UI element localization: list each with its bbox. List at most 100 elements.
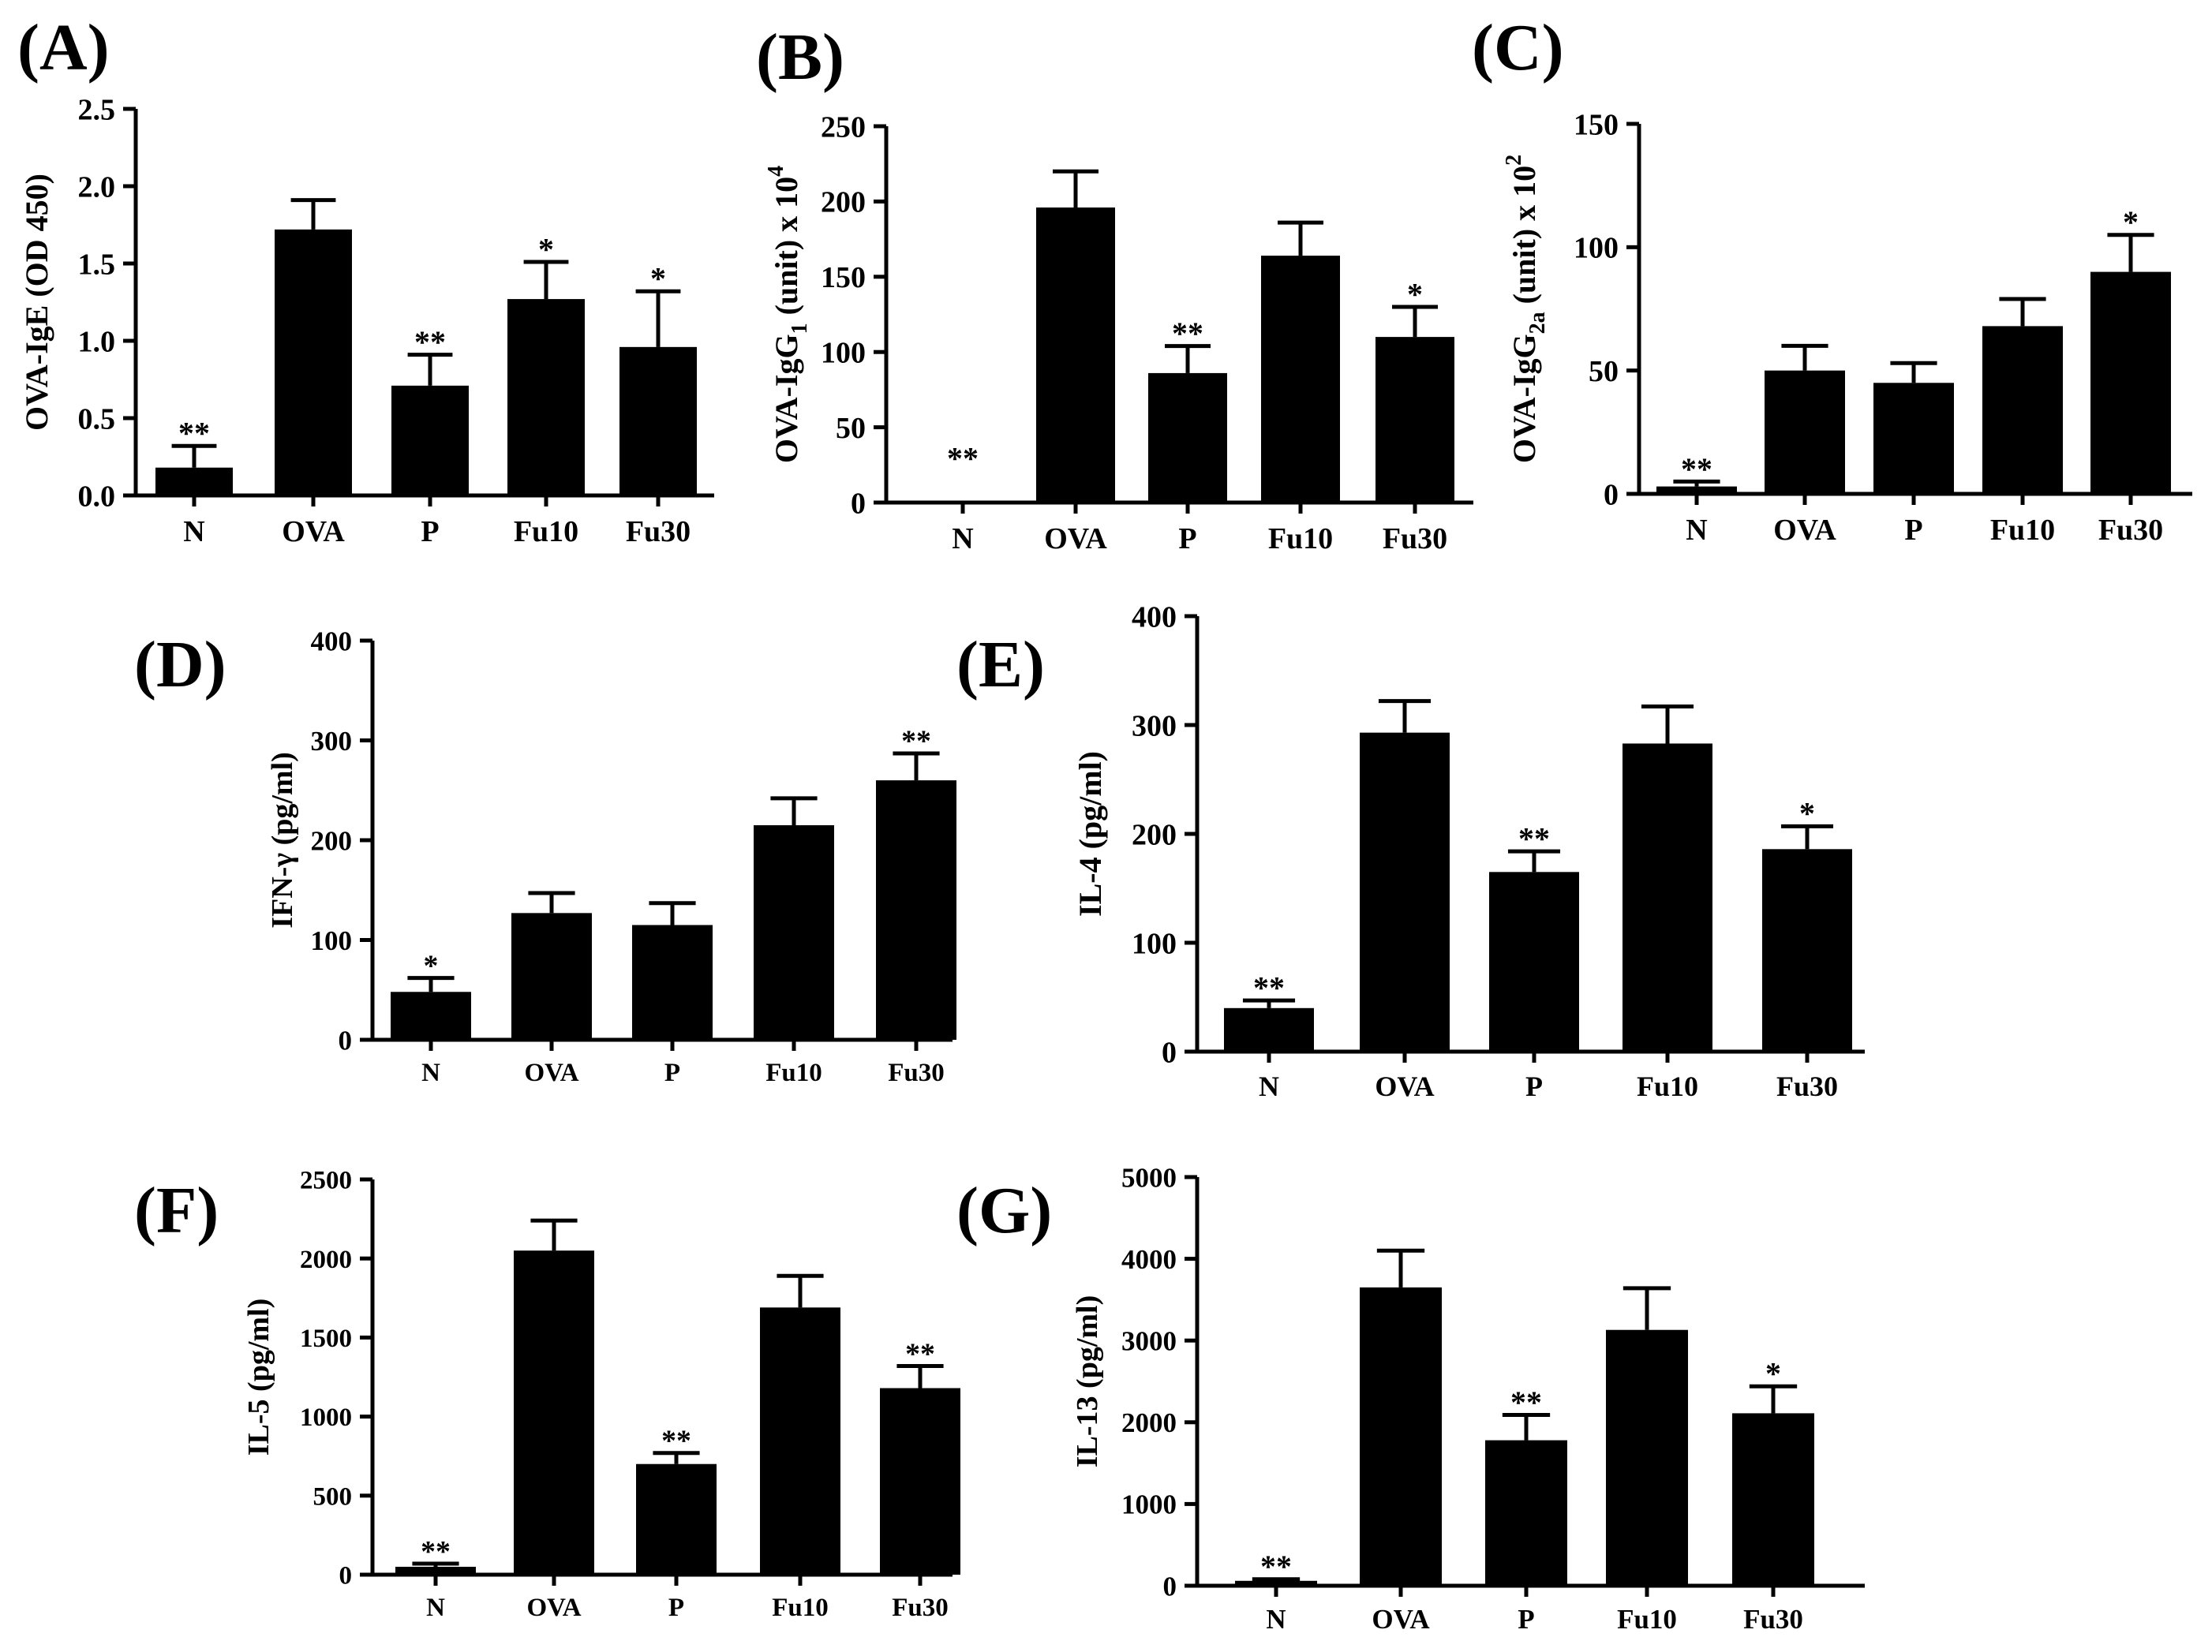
x-category-label: N	[426, 1594, 445, 1622]
panel-g: (G) 0 1000 2000 3000 4000 5000 N ** OVA P ** Fu10 Fu3…	[956, 1162, 1865, 1635]
x-category-label: Fu10	[1617, 1604, 1677, 1635]
bar-fu30	[619, 346, 697, 495]
panel-c: (C) 0 50 100 150 N ** OVA P Fu10 Fu30 * OVA-IgG2a (u…	[1472, 11, 2192, 547]
y-tick-label: 500	[313, 1482, 353, 1511]
bar-fu10	[1623, 743, 1712, 1052]
x-category-label: Fu30	[2098, 514, 2163, 547]
y-tick-label: 300	[311, 726, 353, 757]
panel-f: (F) 0 500 1000 1500 2000 2500 N ** OVA P ** Fu10 Fu30…	[134, 1167, 960, 1622]
y-tick-label: 0.5	[78, 402, 116, 435]
significance-marker: *	[1799, 796, 1815, 832]
x-category-label: Fu10	[514, 515, 578, 548]
significance-marker: **	[1260, 1549, 1292, 1584]
bar-fu10	[1982, 326, 2063, 494]
bar-ova	[511, 913, 592, 1040]
bar-ova	[1360, 732, 1450, 1052]
y-axis-label-base: OVA-IgG	[1506, 334, 1542, 463]
panel-letter: (E)	[956, 628, 1045, 701]
x-category-label: P	[1178, 522, 1196, 555]
x-category-label: P	[421, 515, 439, 548]
x-category-label: Fu10	[1268, 522, 1333, 555]
y-tick-label: 400	[311, 626, 353, 656]
significance-marker: **	[414, 324, 446, 360]
bar-fu30	[1762, 849, 1852, 1052]
bar-fu10	[760, 1307, 840, 1575]
y-tick-label: 200	[821, 186, 866, 219]
significance-marker: *	[2123, 204, 2139, 240]
y-axis-label-base: OVA-IgG	[769, 334, 804, 463]
significance-marker: **	[905, 1337, 935, 1370]
x-category-label: Fu30	[1776, 1071, 1838, 1102]
bar-fu10	[754, 825, 834, 1040]
y-tick-label: 100	[821, 337, 866, 370]
x-category-label: Fu30	[626, 515, 691, 548]
panel-letter: (A)	[17, 11, 110, 84]
bar-fu30	[1375, 337, 1454, 503]
y-tick-label: 0	[339, 1025, 353, 1056]
y-axis-label: OVA-IgG2a (unit) x 102	[1502, 155, 1550, 463]
x-category-label: N	[1686, 514, 1707, 547]
y-tick-label: 1000	[1121, 1489, 1177, 1520]
y-tick-label: 2000	[1121, 1407, 1177, 1438]
y-tick-label: 2.0	[78, 170, 116, 204]
x-category-label: P	[668, 1594, 684, 1622]
bar-p	[391, 385, 469, 495]
y-tick-label: 100	[1574, 232, 1619, 265]
y-tick-label: 400	[1132, 600, 1177, 634]
bar-fu30	[876, 780, 956, 1040]
bar-ova	[1360, 1287, 1442, 1586]
y-tick-label: 300	[1132, 709, 1177, 742]
y-axis-label: OVA-IgG1 (unit) x 104	[764, 166, 812, 463]
x-category-label: N	[952, 522, 973, 555]
y-axis-label-sub: 2a	[1525, 312, 1550, 334]
x-category-label: P	[1525, 1071, 1543, 1102]
y-tick-label: 1000	[300, 1403, 352, 1432]
bar-p	[1485, 1440, 1567, 1586]
y-tick-label: 0	[1604, 478, 1619, 511]
x-category-label: Fu10	[765, 1059, 822, 1087]
bar-n	[1235, 1580, 1317, 1586]
y-tick-label: 0	[851, 487, 866, 520]
significance-marker: **	[1681, 451, 1712, 487]
y-axis-label-sub: 1	[788, 323, 812, 334]
y-tick-label: 1.5	[78, 248, 116, 281]
y-axis-label: IL-5 (pg/ml)	[242, 1299, 275, 1456]
bar-ova	[514, 1250, 594, 1575]
bar-n	[391, 992, 471, 1040]
bar-p	[1148, 372, 1227, 503]
x-category-label: Fu30	[892, 1594, 949, 1622]
y-tick-label: 2000	[300, 1246, 352, 1274]
significance-marker: **	[421, 1535, 451, 1568]
significance-marker: **	[178, 416, 210, 451]
x-category-label: Fu10	[772, 1594, 829, 1622]
x-category-label: Fu30	[888, 1059, 945, 1087]
x-category-label: P	[1518, 1604, 1534, 1635]
y-tick-label: 0	[1162, 1036, 1177, 1069]
panel-letter: (G)	[956, 1174, 1052, 1247]
bar-ova	[1765, 370, 1845, 494]
bar-n	[155, 467, 233, 495]
y-tick-label: 0	[1163, 1571, 1177, 1602]
y-tick-label: 3000	[1121, 1325, 1177, 1356]
x-category-label: Fu30	[1743, 1604, 1803, 1635]
significance-marker: *	[538, 231, 554, 267]
significance-marker: **	[947, 440, 979, 476]
bar-p	[636, 1463, 717, 1575]
significance-marker: **	[901, 725, 931, 758]
significance-marker: *	[1765, 1356, 1781, 1392]
x-category-label: OVA	[1044, 522, 1107, 555]
x-category-label: OVA	[1375, 1071, 1434, 1102]
y-tick-label: 150	[821, 261, 866, 294]
y-axis-label-mid: (unit) x 10	[1506, 166, 1542, 312]
bar-fu30	[2090, 271, 2171, 494]
y-tick-label: 50	[836, 412, 866, 445]
significance-marker: **	[1518, 820, 1550, 856]
y-axis-label-sup: 2	[1502, 155, 1526, 166]
y-axis-label: IL-4 (pg/ml)	[1072, 751, 1108, 917]
y-tick-label: 2.5	[78, 93, 116, 126]
y-tick-label: 0	[339, 1562, 353, 1590]
y-tick-label: 100	[311, 925, 353, 956]
significance-marker: **	[1253, 970, 1285, 1006]
bar-n	[395, 1566, 476, 1575]
